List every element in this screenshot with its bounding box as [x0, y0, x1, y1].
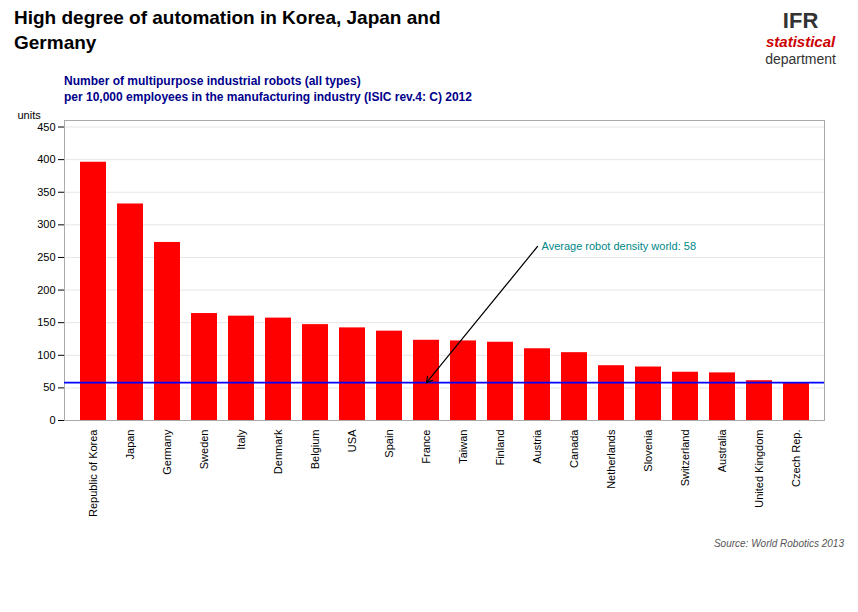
html-text:department: department: [765, 50, 836, 67]
svg-text:Average robot density world: 5: Average robot density world: 58: [542, 240, 697, 252]
svg-text:Switzerland: Switzerland: [679, 430, 691, 487]
svg-text:Italy: Italy: [235, 429, 247, 450]
svg-text:Austria: Austria: [531, 429, 543, 464]
html-text:statistical: statistical: [766, 33, 836, 51]
svg-text:Germany: Germany: [161, 429, 173, 475]
svg-text:Netherlands: Netherlands: [605, 429, 617, 489]
svg-text:Japan: Japan: [124, 430, 136, 460]
svg-text:Slovenia: Slovenia: [642, 429, 654, 472]
html-text:High degree of automation in K: High degree of automation in Korea, Japa…: [14, 7, 441, 53]
svg-text:Canada: Canada: [568, 429, 580, 468]
html-text:Number of multipurpose industr: Number of multipurpose industrial robots…: [64, 73, 472, 105]
svg-text:USA: USA: [346, 429, 358, 452]
svg-text:300: 300: [37, 219, 55, 231]
svg-text:400: 400: [37, 153, 55, 165]
html-text:IFR: IFR: [782, 8, 819, 33]
svg-text:Republic of Korea: Republic of Korea: [87, 429, 99, 517]
svg-text:0: 0: [49, 414, 55, 426]
svg-text:units: units: [18, 110, 42, 122]
svg-text:France: France: [420, 430, 432, 464]
svg-text:150: 150: [37, 316, 55, 328]
svg-text:Sweden: Sweden: [198, 430, 210, 470]
svg-text:350: 350: [37, 186, 55, 198]
svg-text:50: 50: [43, 382, 55, 394]
html-text:Source: World Robotics 2013: Source: World Robotics 2013: [713, 538, 844, 550]
svg-text:Denmark: Denmark: [272, 429, 284, 474]
svg-text:Belgium: Belgium: [309, 430, 321, 470]
svg-text:250: 250: [37, 251, 55, 263]
svg-text:Czech Rep.: Czech Rep.: [790, 430, 802, 487]
svg-text:100: 100: [37, 349, 55, 361]
svg-text:United Kingdom: United Kingdom: [753, 430, 765, 508]
svg-text:Australia: Australia: [716, 429, 728, 473]
svg-text:200: 200: [37, 284, 55, 296]
svg-text:Finland: Finland: [494, 430, 506, 466]
svg-text:Taiwan: Taiwan: [457, 430, 469, 464]
svg-text:Spain: Spain: [383, 430, 395, 458]
svg-text:450: 450: [37, 121, 55, 133]
